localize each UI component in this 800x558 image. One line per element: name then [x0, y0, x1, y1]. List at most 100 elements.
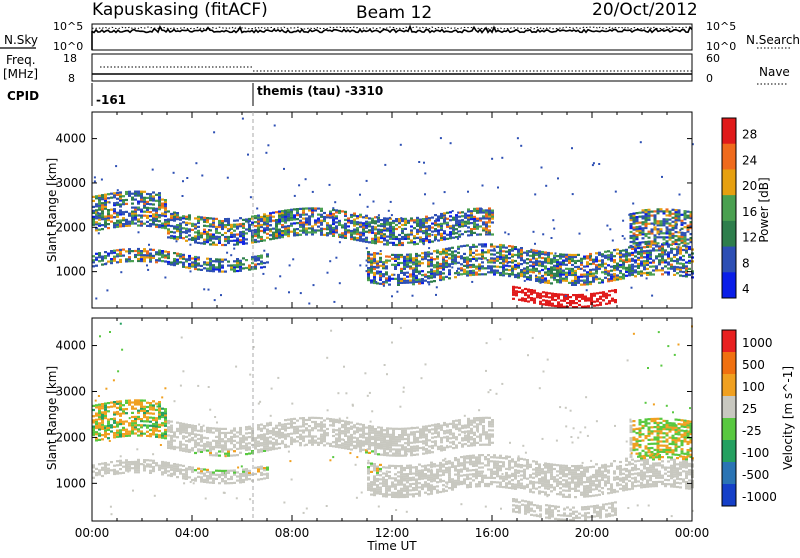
echo-cell — [502, 260, 505, 262]
echo-cell — [446, 423, 449, 425]
echo-cell — [194, 262, 197, 264]
echo-cell — [482, 444, 485, 446]
echo-cell — [272, 438, 275, 440]
echo-cell — [526, 258, 529, 260]
echo-cell — [610, 260, 613, 262]
echo-cell — [311, 427, 314, 429]
echo-cell — [475, 266, 478, 268]
echo-cell — [574, 270, 577, 272]
echo-cell — [230, 268, 233, 270]
echo-cell — [173, 467, 176, 469]
echo-cell — [230, 436, 233, 438]
echo-cell — [479, 423, 482, 425]
echo-cell — [485, 211, 488, 213]
echo-cell — [221, 470, 224, 472]
echo-cell — [458, 434, 461, 436]
echo-cell — [179, 225, 182, 227]
echo-cell — [388, 465, 391, 467]
echo-cell — [373, 258, 376, 260]
echo-cell — [98, 207, 101, 209]
echo-cell — [654, 218, 657, 220]
echo-cell — [436, 266, 439, 268]
echo-cell — [401, 224, 404, 226]
echo-cell — [397, 471, 400, 473]
echo-cell — [461, 219, 464, 221]
echo-cell — [379, 279, 382, 281]
echo-cell — [107, 468, 110, 470]
echo-cell — [208, 289, 210, 291]
echo-cell — [385, 277, 388, 279]
echo-cell — [218, 242, 221, 244]
echo-cell — [119, 464, 122, 466]
echo-cell — [532, 269, 535, 271]
echo-cell — [376, 264, 379, 266]
echo-cell — [269, 230, 272, 232]
echo-cell — [215, 436, 218, 438]
echo-cell — [308, 419, 311, 421]
echo-cell — [254, 266, 257, 268]
echo-cell — [383, 444, 386, 446]
echo-cell — [194, 433, 197, 435]
echo-cell — [491, 214, 494, 216]
echo-cell — [523, 262, 526, 264]
echo-cell — [533, 231, 535, 233]
echo-cell — [574, 272, 577, 274]
echo-cell — [606, 225, 608, 227]
echo-cell — [473, 220, 476, 222]
echo-cell — [415, 259, 418, 261]
echo-cell — [485, 221, 488, 223]
echo-cell — [119, 413, 122, 415]
echo-cell — [685, 265, 688, 267]
echo-cell — [654, 240, 657, 242]
echo-cell — [122, 211, 125, 213]
echo-cell — [155, 218, 158, 220]
echo-cell — [608, 300, 611, 302]
echo-cell — [230, 438, 233, 440]
echo-cell — [685, 273, 688, 275]
echo-cell — [529, 269, 532, 271]
echo-cell — [233, 268, 236, 270]
echo-cell — [197, 468, 200, 470]
echo-cell — [203, 449, 206, 451]
echo-cell — [131, 221, 134, 223]
echo-cell — [682, 263, 685, 265]
echo-cell — [308, 215, 311, 217]
echo-cell — [398, 274, 400, 276]
echo-cell — [257, 259, 260, 261]
echo-cell — [614, 301, 617, 303]
echo-cell — [583, 275, 586, 277]
echo-cell — [290, 418, 293, 420]
echo-cell — [467, 430, 470, 432]
echo-cell — [678, 211, 681, 213]
echo-cell — [185, 218, 188, 220]
echo-cell — [410, 217, 413, 219]
echo-cell — [598, 282, 601, 284]
echo-cell — [311, 227, 314, 229]
echo-cell — [550, 282, 553, 284]
echo-cell — [116, 212, 119, 214]
echo-cell — [529, 259, 532, 261]
echo-cell — [335, 231, 338, 233]
echo-cell — [430, 261, 433, 263]
echo-cell — [523, 268, 526, 270]
echo-cell — [146, 217, 149, 219]
echo-cell — [188, 441, 191, 443]
echo-cell — [152, 423, 155, 425]
echo-cell — [428, 439, 431, 441]
echo-cell — [455, 220, 458, 222]
echo-cell — [131, 463, 134, 465]
echo-cell — [209, 450, 212, 452]
echo-cell — [227, 450, 230, 452]
echo-cell — [110, 221, 113, 223]
echo-cell — [416, 237, 419, 239]
echo-cell — [323, 430, 326, 432]
echo-cell — [224, 476, 227, 478]
echo-cell — [332, 429, 335, 431]
echo-cell — [218, 434, 221, 436]
echo-cell — [101, 467, 104, 469]
echo-cell — [224, 448, 227, 450]
echo-cell — [566, 298, 569, 300]
echo-cell — [104, 429, 107, 431]
echo-cell — [610, 274, 613, 276]
echo-cell — [379, 487, 382, 489]
